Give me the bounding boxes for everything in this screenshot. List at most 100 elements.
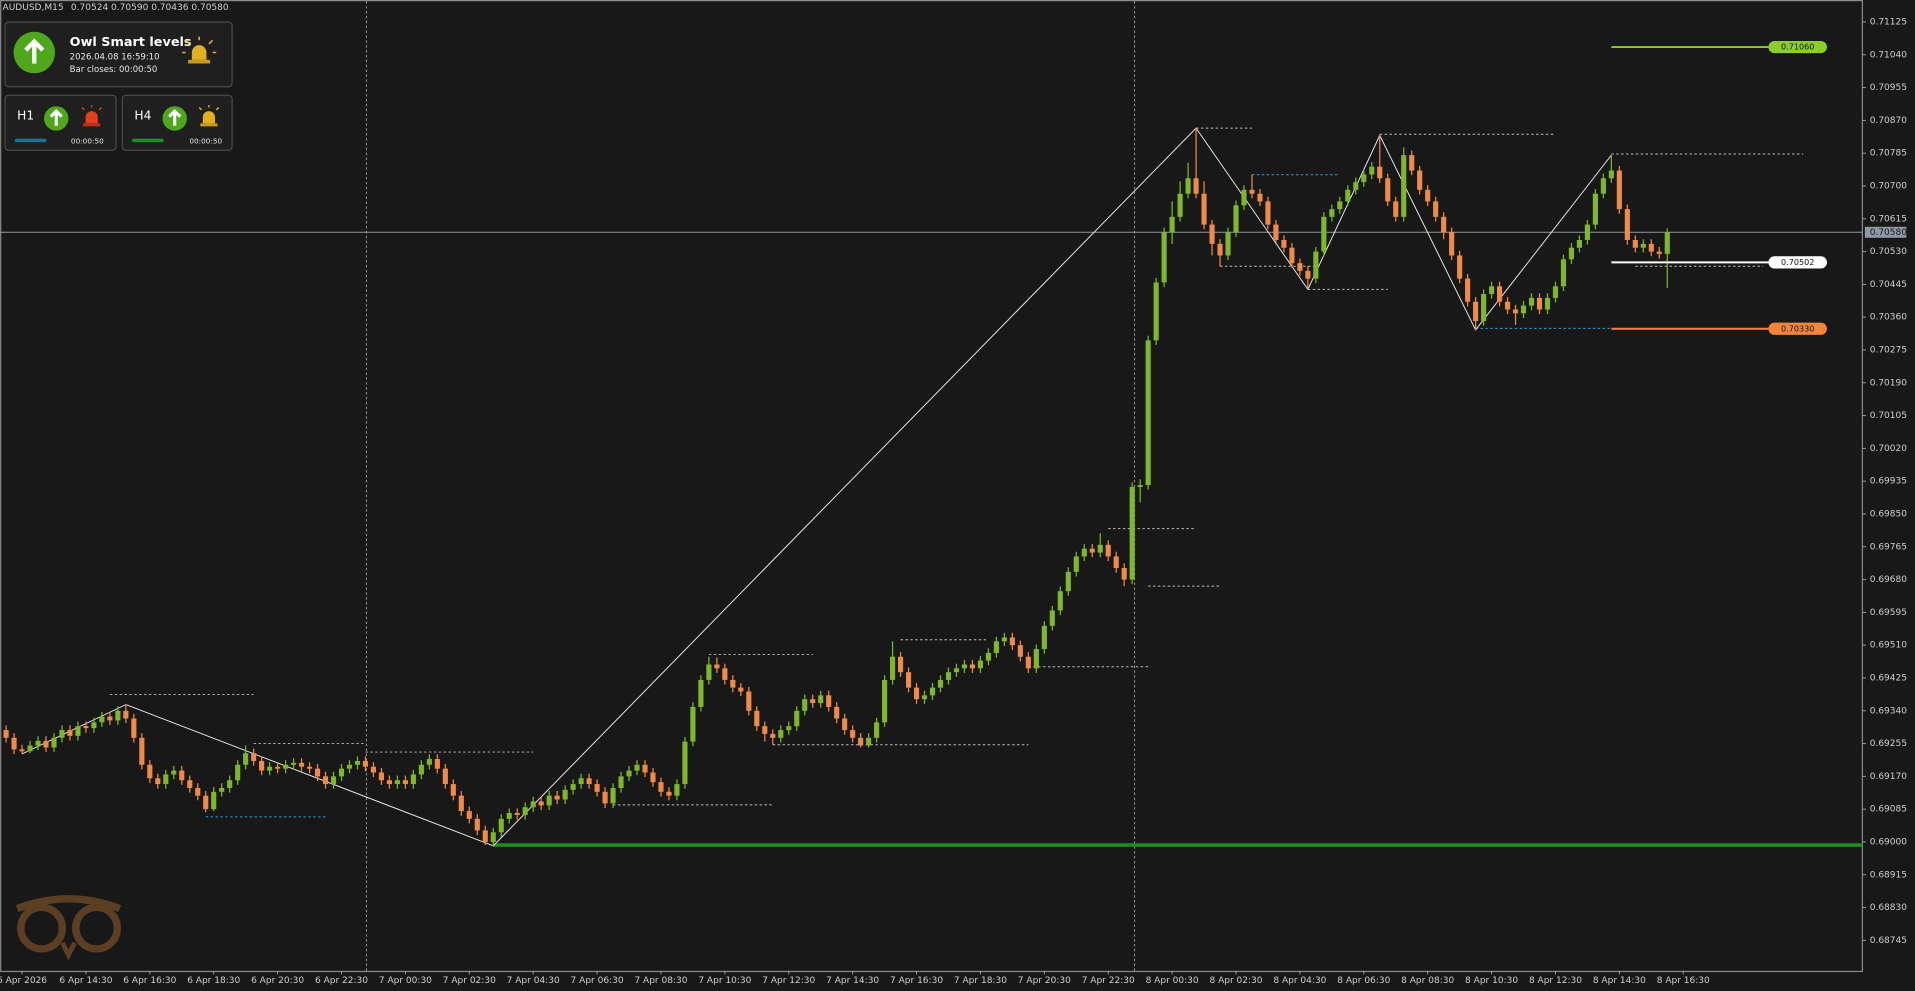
candle-body: [514, 813, 520, 815]
x-tick-label: 7 Apr 08:30: [634, 976, 687, 986]
candle-body: [426, 759, 432, 765]
candle-body: [450, 784, 456, 796]
candle-body: [1512, 309, 1519, 314]
y-tick-label: 0.69425: [1870, 673, 1907, 683]
candle-body: [506, 813, 512, 819]
x-tick-label: 8 Apr 16:30: [1657, 976, 1710, 986]
x-tick-label: 8 Apr 12:30: [1529, 976, 1582, 986]
candle-body: [1153, 282, 1159, 341]
candle-body: [1640, 243, 1646, 248]
candle-body: [1081, 548, 1087, 557]
candle-body: [905, 672, 912, 688]
candle-body: [1281, 240, 1287, 248]
candle-body: [1568, 247, 1575, 260]
candle-body: [1584, 224, 1590, 241]
x-tick-label: 7 Apr 18:30: [954, 976, 1007, 986]
candle-body: [1041, 625, 1047, 650]
bid-label-box: [1864, 226, 1907, 238]
candle-body: [1161, 232, 1167, 283]
x-tick-label: 6 Apr 20:30: [251, 976, 304, 986]
candle-body: [187, 780, 193, 788]
x-tick-label: 7 Apr 04:30: [507, 976, 560, 986]
candle-body: [27, 745, 33, 752]
y-tick-label: 0.69085: [1870, 805, 1907, 815]
candle-body: [586, 778, 592, 785]
candle-body: [1201, 193, 1207, 225]
candle-body: [362, 760, 369, 767]
candle-body: [554, 795, 560, 800]
labels-layer: 0.71125 0.71040 0.70955 0.70870 0.70785 0.707…: [0, 17, 1907, 986]
candle-body: [1097, 544, 1103, 553]
candle-body: [1233, 205, 1239, 233]
candle-body: [291, 762, 297, 765]
candle-body: [786, 726, 792, 731]
candles-layer: [3, 128, 1670, 846]
x-tick-label: 6 Apr 16:30: [123, 976, 176, 986]
candle-body: [1520, 305, 1527, 314]
x-tick-label: 8 Apr 06:30: [1337, 976, 1390, 986]
candle-body: [961, 664, 968, 669]
candle-body: [330, 776, 337, 785]
candle-body: [378, 772, 385, 781]
candle-body: [1009, 637, 1015, 646]
candle-body: [139, 737, 145, 765]
candle-body: [219, 787, 225, 792]
candle-body: [714, 664, 720, 669]
candle-body: [1017, 645, 1023, 657]
candle-body: [147, 764, 153, 779]
x-tick-label: 8 Apr 10:30: [1465, 976, 1518, 986]
candle-body: [1057, 591, 1063, 611]
candle-body: [1049, 610, 1055, 626]
candle-body: [51, 737, 57, 748]
x-tick-label: 6 Apr 2026: [0, 976, 47, 986]
candle-body: [227, 780, 233, 788]
candle-body: [1425, 189, 1431, 202]
x-tick-label: 7 Apr 00:30: [379, 976, 432, 986]
level-label-box: [1768, 40, 1827, 54]
x-tick-label: 6 Apr 14:30: [59, 976, 112, 986]
x-tick-label: 6 Apr 18:30: [187, 976, 240, 986]
candle-body: [794, 710, 800, 727]
lines-layer: [0, 127, 1863, 847]
candle-body: [929, 687, 936, 696]
symbol: AUDUSD,M15: [3, 3, 64, 13]
candle-body: [1177, 193, 1183, 217]
candle-body: [179, 770, 185, 781]
candle-body: [59, 730, 65, 738]
candle-body: [3, 730, 9, 738]
candle-body: [131, 718, 137, 738]
candle-body: [1616, 170, 1622, 210]
candle-body: [402, 780, 408, 785]
candle-body: [1105, 544, 1111, 557]
candle-body: [953, 668, 960, 673]
x-tick-label: 7 Apr 10:30: [698, 976, 751, 986]
candle-body: [1496, 286, 1503, 302]
alarm-icon: [182, 36, 217, 64]
candle-body: [698, 679, 704, 707]
candle-body: [1129, 486, 1135, 580]
tf-countdown: 00:00:50: [189, 137, 222, 146]
candle-body: [19, 749, 25, 752]
candle-body: [834, 706, 840, 719]
candle-body: [969, 664, 976, 669]
candle-body: [762, 726, 768, 734]
candle-body: [67, 730, 73, 736]
y-tick-label: 0.71040: [1870, 50, 1908, 60]
candle-body: [1169, 216, 1175, 233]
candle-body: [602, 791, 608, 804]
candle-body: [306, 766, 313, 769]
candle-body: [1193, 178, 1199, 194]
candle-body: [354, 760, 361, 765]
x-tick-label: 7 Apr 12:30: [762, 976, 815, 986]
candle-body: [466, 811, 472, 819]
candle-body: [490, 832, 496, 842]
candle-body: [267, 766, 273, 771]
y-tick-label: 0.70530: [1870, 247, 1908, 257]
candle-body: [1265, 201, 1271, 225]
candle-body: [754, 710, 760, 727]
candle-body: [75, 726, 81, 736]
candle-body: [738, 687, 744, 692]
candle-body: [778, 730, 784, 738]
candle-body: [43, 740, 49, 748]
candle-body: [1393, 201, 1399, 217]
